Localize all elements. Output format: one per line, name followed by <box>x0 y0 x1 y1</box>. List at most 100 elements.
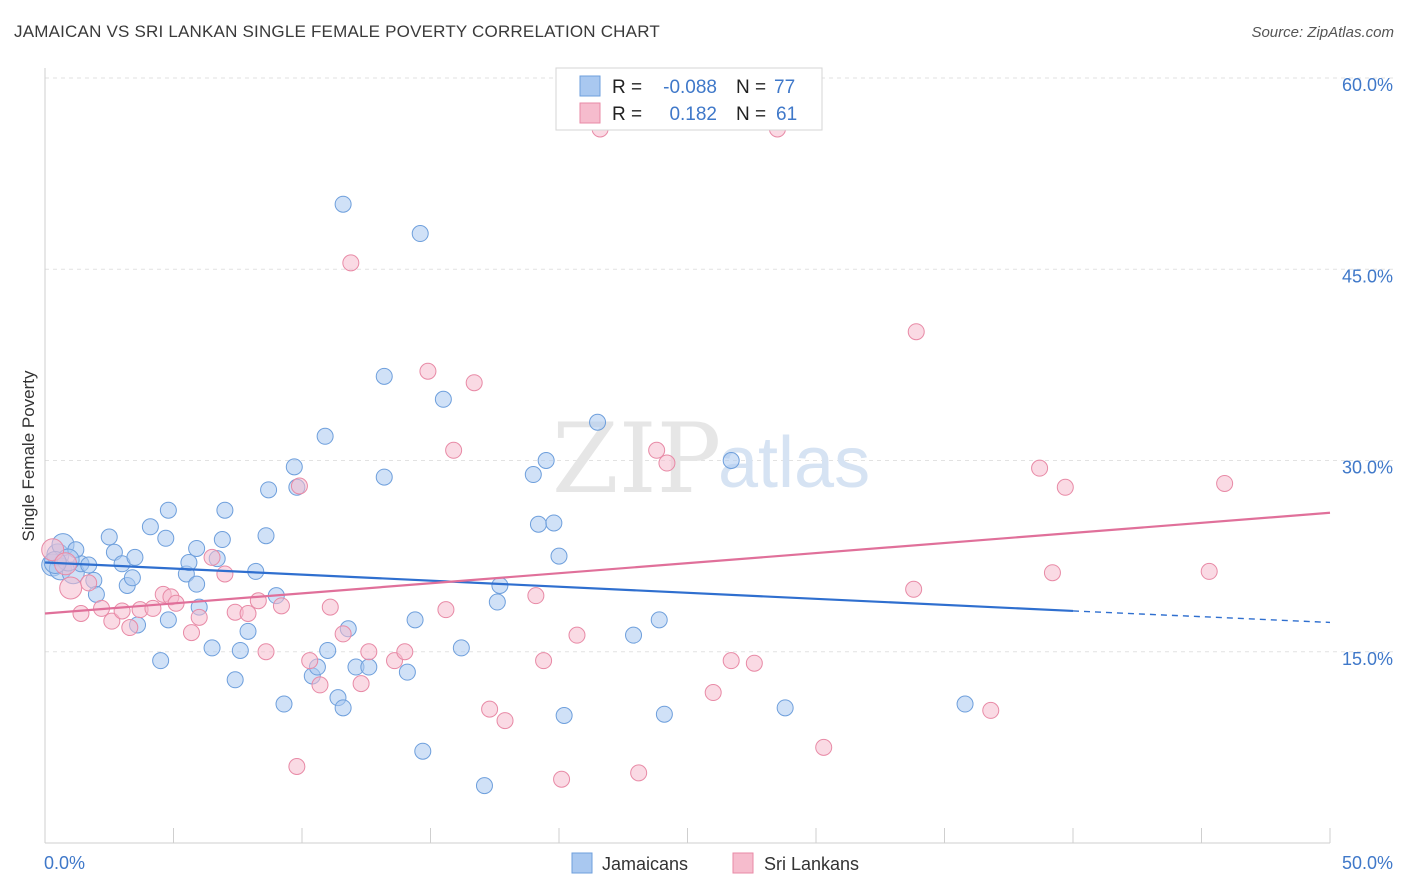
watermark-atlas: atlas <box>718 423 870 503</box>
x-tick-label-min: 0.0% <box>44 853 85 873</box>
bottom-legend-label-srilankans: Sri Lankans <box>764 854 859 874</box>
point-srilankans <box>1056 478 1074 496</box>
point-jamaicans <box>625 626 643 644</box>
point-srilankans <box>445 441 463 459</box>
point-srilankans <box>249 592 267 610</box>
y-tick-label: 15.0% <box>1342 649 1393 669</box>
chart-source: Source: ZipAtlas.com <box>1251 24 1394 41</box>
series-legend: Jamaicans Sri Lankans <box>571 852 859 874</box>
point-jamaicans <box>589 413 607 431</box>
point-srilankans <box>481 700 499 718</box>
point-srilankans <box>103 612 121 630</box>
point-srilankans <box>203 548 221 566</box>
gridlines <box>45 77 1393 653</box>
bottom-legend-label-jamaicans: Jamaicans <box>602 854 688 874</box>
point-jamaicans <box>375 468 393 486</box>
correlation-legend: R = -0.088 N = 77 R = 0.182 N = 61 <box>555 67 823 131</box>
legend-n-label-1: N = <box>736 77 766 98</box>
point-srilankans <box>216 565 234 583</box>
point-jamaicans <box>203 639 221 657</box>
point-jamaicans <box>239 622 257 640</box>
point-jamaicans <box>475 777 493 795</box>
point-jamaicans <box>159 611 177 629</box>
point-srilankans <box>311 676 329 694</box>
point-jamaicans <box>157 529 175 547</box>
point-srilankans <box>496 712 514 730</box>
legend-n-value-2: 61 <box>776 104 797 125</box>
point-jamaicans <box>180 554 198 571</box>
point-jamaicans <box>956 695 974 713</box>
point-srilankans <box>1200 562 1218 580</box>
point-srilankans <box>815 738 833 756</box>
point-jamaicans <box>275 695 293 713</box>
watermark-zip: ZIP <box>552 403 721 515</box>
bottom-legend-swatch-jamaicans <box>571 852 593 874</box>
y-tick-label: 60.0% <box>1342 75 1393 95</box>
point-srilankans <box>396 643 414 661</box>
point-srilankans <box>704 684 722 702</box>
point-srilankans <box>239 605 257 622</box>
legend-r-value-1: -0.088 <box>663 77 717 98</box>
point-srilankans <box>182 624 200 642</box>
point-jamaicans <box>213 531 231 549</box>
point-srilankans <box>290 477 308 495</box>
point-srilankans <box>321 598 339 616</box>
point-srilankans <box>334 625 352 643</box>
point-jamaicans <box>226 671 244 689</box>
point-jamaicans <box>650 611 668 629</box>
y-axis-label: Single Female Poverty <box>19 370 38 542</box>
point-jamaicans <box>375 367 393 385</box>
point-jamaicans <box>529 515 547 533</box>
point-srilankans <box>465 374 483 392</box>
legend-r-label-2: R = <box>612 104 642 125</box>
point-jamaicans <box>159 501 177 519</box>
point-jamaicans <box>406 611 424 629</box>
point-jamaicans <box>152 652 170 670</box>
point-jamaicans <box>555 707 573 724</box>
point-srilankans <box>437 601 455 619</box>
point-srilankans <box>1031 459 1049 477</box>
point-jamaicans <box>360 658 378 676</box>
point-jamaicans <box>334 699 352 717</box>
tick-labels: 15.0% 30.0% 45.0% 60.0% 0.0% 50.0% <box>44 75 1393 873</box>
trend-line-jamaicans <box>44 561 1074 613</box>
point-jamaicans <box>316 427 334 445</box>
legend-r-value-2: 0.182 <box>669 104 717 125</box>
point-jamaicans <box>414 742 432 760</box>
legend-r-label-1: R = <box>612 77 642 98</box>
point-srilankans <box>190 608 208 626</box>
point-jamaicans <box>491 576 509 594</box>
trend-line-jamaicans-extension <box>1072 610 1331 624</box>
point-srilankans <box>121 619 139 637</box>
point-srilankans <box>288 758 306 775</box>
point-srilankans <box>419 362 437 380</box>
point-jamaicans <box>100 528 118 546</box>
point-srilankans <box>272 597 290 615</box>
point-srilankans <box>257 643 275 661</box>
point-srilankans <box>907 323 925 341</box>
point-jamaicans <box>398 663 416 681</box>
point-jamaicans <box>188 539 206 557</box>
point-srilankans <box>1043 564 1061 582</box>
point-srilankans <box>1216 474 1234 492</box>
point-srilankans <box>352 675 370 693</box>
point-srilankans <box>658 454 676 472</box>
trend-lines <box>44 511 1331 624</box>
point-jamaicans <box>776 699 794 717</box>
point-srilankans <box>72 605 90 622</box>
y-tick-label: 45.0% <box>1342 266 1393 286</box>
point-srilankans <box>630 764 648 782</box>
point-srilankans <box>301 652 319 670</box>
point-jamaicans <box>188 575 206 593</box>
point-jamaicans <box>141 518 159 536</box>
point-jamaicans <box>655 705 673 723</box>
point-jamaicans <box>537 452 555 469</box>
point-srilankans <box>722 652 740 670</box>
bottom-legend-swatch-srilankans <box>732 852 754 874</box>
point-srilankans <box>527 587 545 605</box>
point-jamaicans <box>231 641 249 659</box>
point-jamaicans <box>334 195 352 213</box>
point-jamaicans <box>452 639 470 657</box>
point-srilankans <box>113 602 131 620</box>
